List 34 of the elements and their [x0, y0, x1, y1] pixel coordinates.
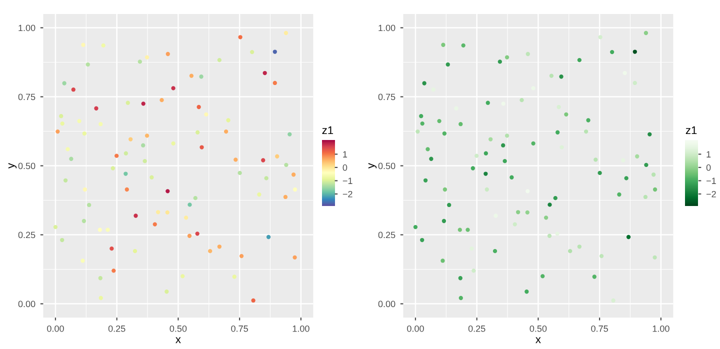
x-tick-label: 0.00 — [407, 325, 424, 332]
color-bar-title: z1 — [686, 126, 697, 134]
y-tick-label: 0.50 — [378, 162, 396, 170]
x-axis-title: x — [176, 337, 181, 344]
color-bar-label: 1 — [343, 151, 348, 158]
color-bar-label: 0 — [706, 164, 711, 171]
y-axis-title: y — [368, 163, 377, 169]
y-tick-label: 0.75 — [18, 94, 36, 100]
y-tick-label: 1.00 — [18, 24, 36, 32]
color-bar-label: 0 — [342, 164, 348, 171]
x-tick-label: 1.00 — [292, 325, 310, 332]
color-bar-label: −2 — [706, 190, 716, 198]
x-tick-label: 0.50 — [530, 325, 547, 332]
y-axis-title: y — [8, 163, 17, 169]
x-tick-label: 0.00 — [47, 325, 64, 332]
color-bar-label: −2 — [342, 190, 352, 198]
color-bar-label: −1 — [342, 178, 352, 184]
x-tick-label: 0.75 — [231, 325, 248, 332]
y-tick-label: 1.00 — [378, 24, 396, 32]
color-bar-label: 1 — [706, 151, 711, 158]
x-tick-label: 0.50 — [170, 325, 187, 332]
y-tick-label: 0.50 — [18, 162, 36, 170]
x-axis-title: x — [536, 337, 541, 344]
y-tick-label: 0.75 — [378, 94, 396, 100]
x-tick-label: 0.25 — [108, 325, 126, 332]
color-bar-title: z1 — [322, 126, 334, 134]
color-bar-label: −1 — [706, 178, 716, 184]
x-tick-label: 1.00 — [652, 325, 670, 332]
y-tick-label: 0.00 — [378, 300, 396, 308]
y-tick-label: 0.00 — [18, 300, 36, 308]
x-tick-label: 0.75 — [591, 325, 608, 332]
y-tick-label: 0.25 — [378, 232, 396, 238]
x-tick-label: 0.25 — [468, 325, 486, 332]
y-tick-label: 0.25 — [18, 232, 36, 238]
